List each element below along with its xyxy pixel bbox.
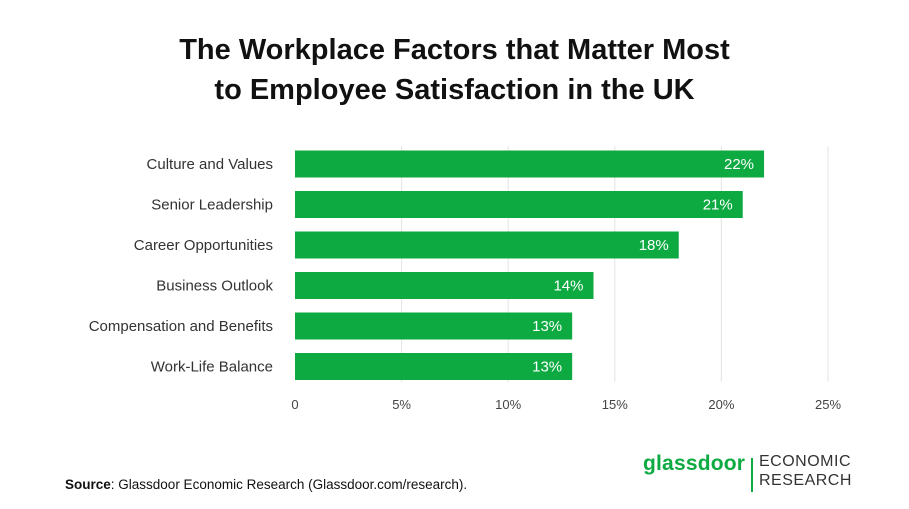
source-label: Source <box>65 477 111 492</box>
x-tick-label-4: 20% <box>708 397 734 412</box>
economic-label: ECONOMIC <box>759 453 851 470</box>
value-label-4: 13% <box>532 318 562 335</box>
value-label-0: 22% <box>724 156 754 173</box>
glassdoor-wordmark: glassdoor <box>643 452 746 475</box>
x-tick-label-3: 15% <box>602 397 628 412</box>
x-tick-label-0: 0 <box>291 397 298 412</box>
bar-5 <box>295 353 573 380</box>
category-label-4: Compensation and Benefits <box>89 318 273 335</box>
chart-title-line-1: The Workplace Factors that Matter Most <box>179 34 730 66</box>
chart-title: The Workplace Factors that Matter Most t… <box>0 30 909 110</box>
logo-divider <box>751 458 753 492</box>
bar-3 <box>295 272 594 299</box>
value-label-2: 18% <box>639 237 669 254</box>
bar-0 <box>295 150 765 178</box>
x-tick-label-2: 10% <box>495 397 521 412</box>
chart-title-line-2: to Employee Satisfaction in the UK <box>214 74 695 106</box>
bar-4 <box>295 312 573 340</box>
x-tick-label-5: 25% <box>815 397 841 412</box>
category-label-2: Career Opportunities <box>134 237 273 254</box>
research-label: RESEARCH <box>759 472 852 489</box>
category-label-3: Business Outlook <box>156 278 273 295</box>
economic-research-label: ECONOMIC RESEARCH <box>759 452 852 490</box>
value-label-3: 14% <box>553 278 583 295</box>
bar-1 <box>295 191 743 218</box>
category-label-1: Senior Leadership <box>151 197 273 214</box>
source-note: Source: Glassdoor Economic Research (Gla… <box>65 477 467 492</box>
bar-2 <box>295 231 679 259</box>
value-label-5: 13% <box>532 359 562 376</box>
value-label-1: 21% <box>703 197 733 214</box>
source-text: : Glassdoor Economic Research (Glassdoor… <box>110 477 468 492</box>
category-label-0: Culture and Values <box>147 156 273 173</box>
x-tick-label-1: 5% <box>392 397 411 412</box>
category-label-5: Work-Life Balance <box>151 359 273 376</box>
